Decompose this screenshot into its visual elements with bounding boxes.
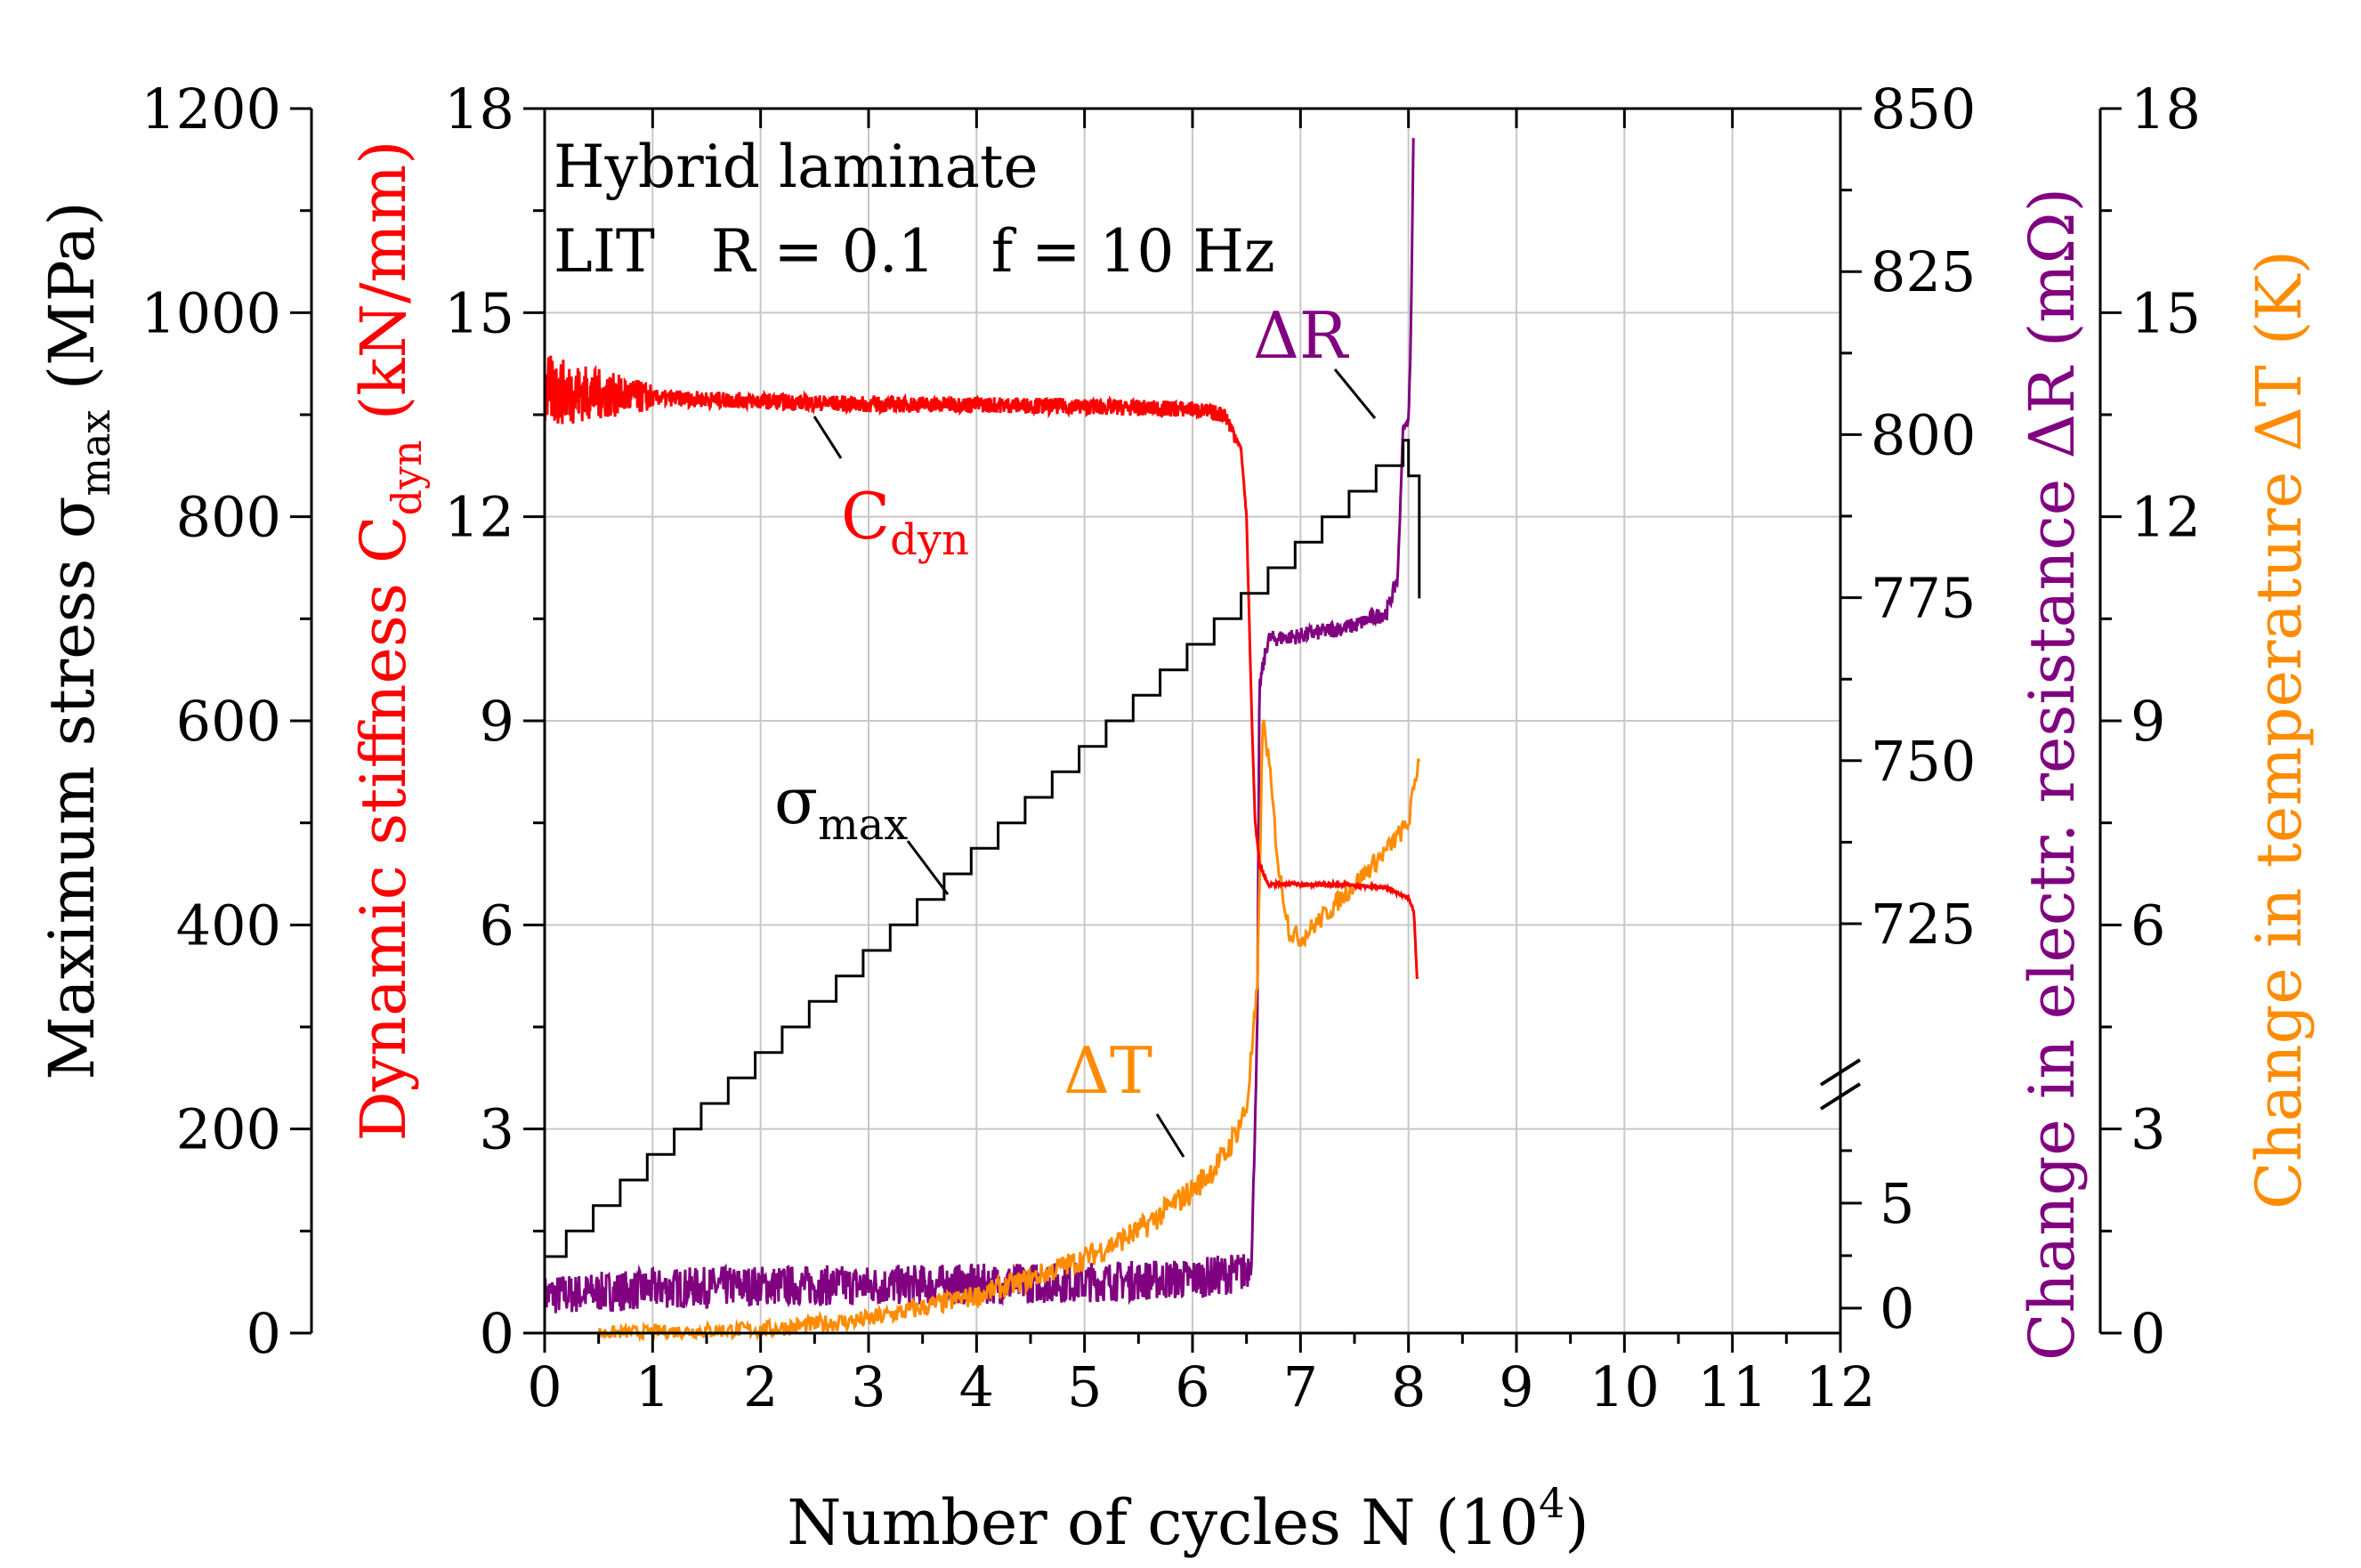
y-resistance-tick-label: 0 [1880,1276,1914,1341]
y-stiffness-axis-tick-label: 3 [480,1097,514,1162]
sigma-leader [906,840,950,895]
cdyn-label-main: C [841,479,890,554]
x-tick-label: 4 [959,1354,994,1419]
cdyn-series [543,355,1419,980]
sigma-max-series [545,439,1421,1258]
delta-r-series [543,138,1415,1316]
y-temperature-axis-tick-label: 12 [2131,485,2201,550]
y-resistance-tick-label: 5 [1880,1171,1914,1236]
y-stress-axis-tick-label: 1000 [141,280,281,345]
x-tick-label: 5 [1067,1354,1102,1419]
x-axis-title-main: Number of cycles N (10 [787,1486,1539,1559]
annotation-line-2: LIT R = 0.1 f = 10 Hz [554,217,1275,286]
y-stiffness-axis-tick-label: 6 [480,893,514,958]
y-stiffness-axis-tick-label: 18 [444,77,514,141]
y-axis-stiffness-title-end: (kN/mm) [347,141,420,440]
x-tick-label: 12 [1806,1354,1876,1419]
y-stiffness-axis-tick-label: 9 [480,689,514,754]
x-tick-label: 6 [1175,1354,1209,1419]
y-resistance-tick-label: 800 [1871,402,1976,467]
x-tick-label: 1 [635,1354,670,1419]
y-stress-axis-tick-label: 800 [176,485,281,550]
y-stress-axis-tick-label: 400 [176,893,281,958]
svg-text:Cdyn: Cdyn [841,479,969,565]
x-tick-label: 11 [1697,1354,1767,1419]
y-temperature-axis-tick-label: 18 [2131,77,2201,141]
x-axis-title-sup: 4 [1539,1479,1565,1527]
y-stress-axis-tick-label: 1200 [141,77,281,141]
grid-lines [545,109,1840,1333]
x-tick-label: 8 [1391,1354,1426,1419]
x-axis-title-end: ) [1565,1486,1589,1559]
y-resistance-tick-label: 750 [1871,729,1976,794]
y-temperature-axis-tick-label: 6 [2131,893,2165,958]
x-axis-title: Number of cycles N (104) [787,1479,1589,1559]
delta-r-label: ΔR [1253,298,1349,373]
y-stiffness-axis-tick-label: 12 [444,485,514,550]
y-resistance-tick-label: 725 [1871,892,1976,957]
x-tick-label: 10 [1589,1354,1660,1419]
sigma-label: σmax [774,764,908,850]
sigma-label-sub: max [818,800,908,850]
y-axis-stress-title-main: Maximum stress σ [36,497,109,1080]
y-resistance-break-mark [1819,1058,1862,1087]
x-tick-label: 3 [851,1354,885,1419]
y-stress-axis-tick-label: 200 [176,1097,281,1162]
y-axis-resistance-title: Change in electr. resistance ΔR (mΩ) [2016,188,2089,1361]
y-resistance-break-mark [1819,1082,1862,1111]
y-axis-stress-title-end: (MPa) [36,201,109,409]
delta-t-leader [1155,1113,1185,1158]
y-axis-stiffness-title-main: Dynamic stiffness C [347,515,420,1141]
y-stress-axis-tick-label: 0 [247,1301,281,1366]
y-axis-stress-title: Maximum stress σmax (MPa) [36,201,119,1079]
cdyn-leader [813,416,843,459]
y-stiffness-axis-tick-label: 15 [444,280,514,345]
y-axis-stress-title-sub: max [71,409,119,496]
y-temperature-axis-tick-label: 3 [2131,1097,2165,1162]
y-temperature-axis-tick-label: 15 [2131,280,2201,345]
y-temperature-axis-tick-label: 9 [2131,689,2165,754]
y-resistance-tick-label: 775 [1871,566,1976,631]
y-resistance-tick-label: 825 [1871,239,1976,304]
y-axis-stiffness-title-sub: dyn [383,440,431,515]
y-stress-axis-tick-label: 600 [176,689,281,754]
axes: 0 1 2 3 4 5 6 7 8 9 10 11 12020040060080010001200036… [141,77,2201,1419]
svg-text:σmax: σmax [774,764,908,850]
y-axis-temperature-title: Change in temperature ΔT (K) [2243,250,2316,1209]
sigma-label-main: σ [774,764,818,838]
annotation-line-1: Hybrid laminate [554,133,1039,201]
delta-r-leader [1333,368,1377,419]
cdyn-label: Cdyn [841,479,969,565]
y-resistance-tick-label: 850 [1871,77,1976,141]
x-tick-label: 2 [743,1354,778,1419]
series-layer [543,138,1421,1343]
x-tick-label: 7 [1283,1354,1318,1419]
delta-t-series [597,719,1421,1343]
y-axis-stiffness-title: Dynamic stiffness Cdyn (kN/mm) [347,141,431,1142]
delta-t-label: ΔT [1063,1033,1152,1108]
x-tick-label: 9 [1499,1354,1533,1419]
y-stiffness-axis-tick-label: 0 [480,1301,514,1366]
y-temperature-axis-tick-label: 0 [2131,1301,2165,1366]
cdyn-label-sub: dyn [890,515,969,565]
x-tick-label: 0 [527,1354,562,1419]
